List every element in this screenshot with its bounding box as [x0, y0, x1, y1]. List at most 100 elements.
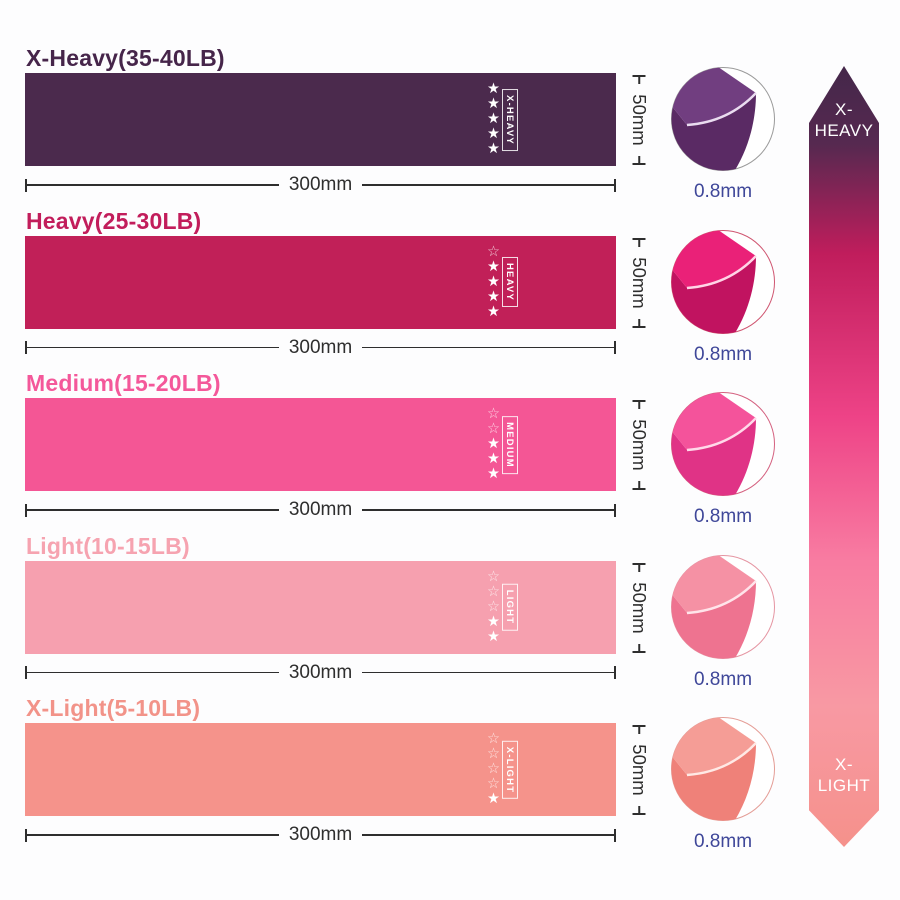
band-swatch: ☆ ☆ ★ ★ ★ MEDIUM	[25, 398, 616, 491]
strength-stars: ☆ ★ ★ ★ ★	[487, 236, 500, 329]
height-dimension: 50mm	[621, 400, 657, 490]
star-filled-icon: ★	[487, 628, 500, 645]
thickness-detail: 0.8mm	[670, 229, 776, 366]
thickness-detail: 0.8mm	[670, 716, 776, 853]
band-row-medium: Medium(15-20LB) ☆ ☆ ★ ★ ★ MEDIUM 50mm 300mm …	[25, 370, 785, 533]
star-empty-icon: ☆	[487, 761, 500, 777]
height-dimension: 50mm	[621, 75, 657, 165]
height-dimension: 50mm	[621, 562, 657, 653]
height-dimension-label: 50mm	[629, 744, 650, 796]
width-dimension: 300mm	[25, 824, 617, 846]
dimension-cap	[614, 178, 617, 192]
band-name-tag: X-HEAVY	[502, 88, 518, 151]
star-empty-icon: ☆	[487, 583, 500, 600]
star-filled-icon: ★	[487, 141, 500, 157]
width-dimension-label: 300mm	[288, 661, 353, 683]
band-rows: X-Heavy(35-40LB) ★ ★ ★ ★ ★ X-HEAVY 50mm 300m…	[25, 45, 785, 858]
width-dimension-label: 300mm	[288, 499, 353, 520]
dimension-cap	[25, 341, 27, 354]
star-filled-icon: ★	[487, 791, 500, 807]
width-dimension: 300mm	[25, 174, 617, 196]
star-filled-icon: ★	[487, 258, 500, 275]
dimension-cap	[632, 163, 646, 165]
folded-band-photo	[671, 67, 775, 171]
dimension-cap	[25, 828, 27, 842]
band-swatch: ☆ ★ ★ ★ ★ HEAVY	[25, 235, 616, 329]
star-filled-icon: ★	[487, 81, 500, 97]
arrow-bottom-label-line2: LIGHT	[817, 776, 871, 795]
arrow-bottom-label: X- LIGHT	[809, 754, 879, 796]
star-empty-icon: ☆	[487, 598, 500, 615]
arrow-top-label: X- HEAVY	[809, 99, 879, 141]
dimension-line	[638, 564, 640, 572]
thickness-detail: 0.8mm	[670, 66, 776, 203]
band-name-tag: HEAVY	[502, 256, 518, 308]
thickness-label: 0.8mm	[693, 668, 753, 690]
star-filled-icon: ★	[487, 288, 500, 305]
folded-band-photo	[671, 392, 775, 496]
height-dimension-label: 50mm	[629, 256, 650, 309]
star-filled-icon: ★	[487, 451, 500, 467]
height-dimension: 50mm	[621, 725, 657, 815]
arrow-top-label-line1: X-	[835, 100, 853, 119]
strength-gradient-arrow: X- HEAVY X- LIGHT	[809, 66, 879, 847]
width-dimension-label: 300mm	[288, 174, 353, 195]
band-swatch: ☆ ☆ ☆ ★ ★ LIGHT	[25, 560, 616, 654]
star-filled-icon: ★	[487, 111, 500, 127]
star-empty-icon: ☆	[487, 731, 500, 747]
star-filled-icon: ★	[487, 273, 500, 290]
height-dimension-label: 50mm	[629, 94, 650, 146]
dimension-line	[638, 156, 640, 163]
band-name-tag: X-LIGHT	[502, 740, 518, 799]
width-dimension-label: 300mm	[288, 824, 353, 845]
dimension-line	[362, 184, 615, 186]
band-row-light: Light(10-15LB) ☆ ☆ ☆ ★ ★ LIGHT 50mm 300mm 0.…	[25, 533, 785, 696]
dimension-line	[27, 834, 279, 836]
band-swatch: ★ ★ ★ ★ ★ X-HEAVY	[25, 73, 616, 166]
dimension-cap	[25, 503, 27, 517]
dimension-line	[362, 671, 615, 674]
star-empty-icon: ☆	[487, 243, 500, 260]
width-dimension: 300mm	[25, 499, 617, 521]
dimension-cap	[632, 562, 646, 565]
star-empty-icon: ☆	[487, 568, 500, 585]
dimension-line	[27, 184, 279, 186]
width-dimension-label: 300mm	[288, 336, 353, 358]
dimension-cap	[614, 666, 617, 679]
strength-stars: ☆ ☆ ☆ ☆ ★	[487, 723, 500, 816]
dimension-line	[27, 671, 279, 674]
dimension-line	[638, 481, 640, 488]
band-title: Medium(15-20LB)	[26, 370, 221, 396]
arrow-bottom-label-line1: X-	[835, 755, 853, 774]
dimension-cap	[632, 813, 646, 815]
band-name-tag: MEDIUM	[502, 415, 518, 474]
dimension-line	[27, 509, 279, 511]
dimension-line	[362, 509, 615, 511]
height-dimension-label: 50mm	[629, 581, 650, 634]
dimension-line	[362, 346, 615, 349]
folded-band-photo	[671, 229, 775, 334]
thickness-label: 0.8mm	[693, 181, 753, 202]
band-name-tag: LIGHT	[502, 583, 518, 631]
dimension-line	[638, 806, 640, 813]
width-dimension: 300mm	[25, 661, 617, 684]
folded-band-photo	[671, 717, 775, 821]
star-empty-icon: ☆	[487, 746, 500, 762]
star-empty-icon: ☆	[487, 406, 500, 422]
height-dimension-label: 50mm	[629, 419, 650, 471]
strength-stars: ☆ ☆ ☆ ★ ★	[487, 561, 500, 654]
star-filled-icon: ★	[487, 436, 500, 452]
arrow-top-label-line2: HEAVY	[814, 121, 874, 140]
dimension-line	[638, 402, 640, 409]
thickness-label: 0.8mm	[693, 343, 753, 365]
dimension-cap	[614, 503, 617, 517]
star-filled-icon: ★	[487, 303, 500, 320]
folded-band-photo	[671, 554, 775, 659]
dimension-cap	[632, 75, 646, 77]
star-filled-icon: ★	[487, 466, 500, 482]
dimension-cap	[614, 828, 617, 842]
star-filled-icon: ★	[487, 126, 500, 142]
dimension-cap	[632, 237, 646, 240]
dimension-line	[638, 239, 640, 247]
star-filled-icon: ★	[487, 613, 500, 630]
